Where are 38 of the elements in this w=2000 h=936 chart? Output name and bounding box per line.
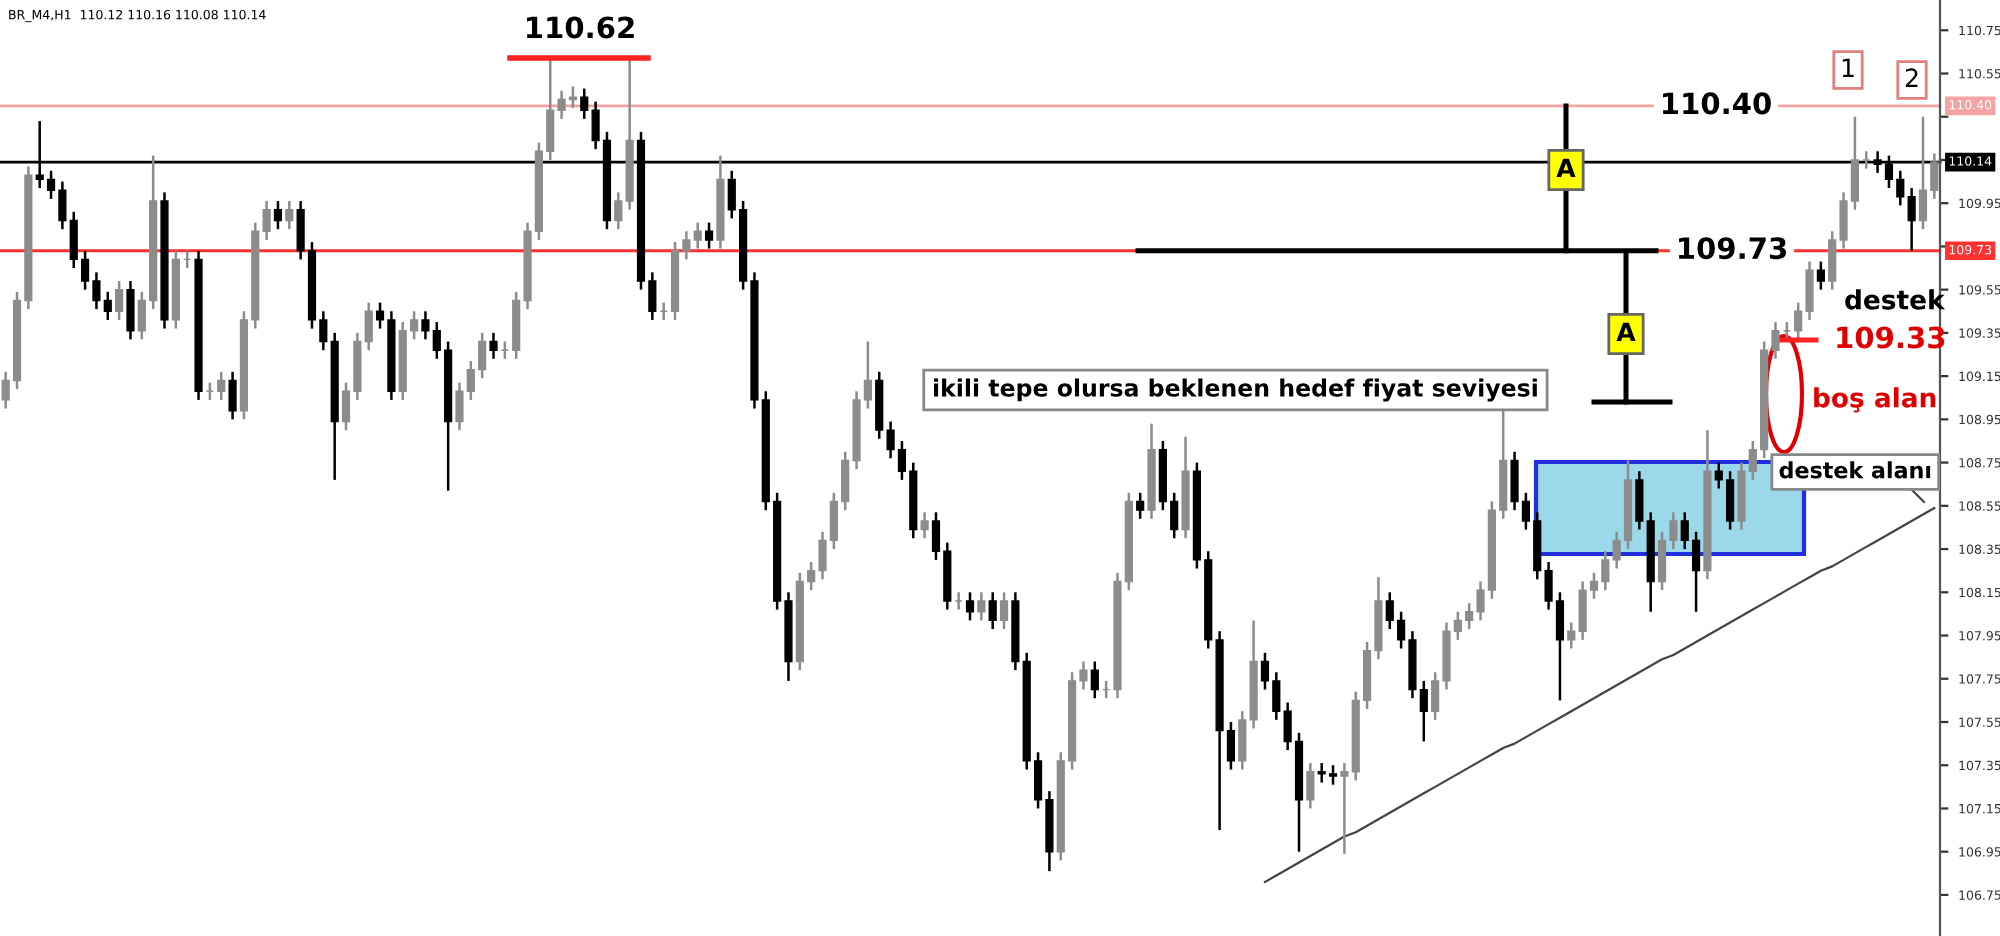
annotation: 1 xyxy=(1842,58,1854,77)
candlestick xyxy=(999,591,1009,631)
candlestick xyxy=(115,279,124,322)
candlestick xyxy=(704,221,714,250)
candlestick xyxy=(262,199,271,242)
annotation: A xyxy=(1616,322,1636,341)
candlestick xyxy=(614,191,623,231)
annotation: ikili tepe olursa beklenen hedef fiyat seviyesi xyxy=(933,378,1537,402)
candlestick xyxy=(364,301,373,352)
annotation: 110.40 xyxy=(1663,92,1771,115)
candlestick xyxy=(1136,491,1145,521)
candlestick xyxy=(217,370,226,402)
candlestick xyxy=(988,591,997,631)
candlestick xyxy=(1635,469,1644,531)
candlestick xyxy=(273,199,283,231)
annotation: 109.73 xyxy=(1679,237,1786,260)
candlestick xyxy=(920,511,929,540)
annotation: destek alanı xyxy=(1779,461,1931,479)
candlestick xyxy=(965,591,975,622)
candlestick xyxy=(1340,761,1349,856)
candlestick xyxy=(126,279,135,341)
candlestick xyxy=(693,221,702,250)
candlestick xyxy=(1306,761,1315,810)
annotation: 2 xyxy=(1905,68,1918,87)
candlestick xyxy=(1907,186,1916,252)
candlestick xyxy=(1816,260,1825,291)
candlestick xyxy=(1238,709,1247,771)
candlestick xyxy=(285,199,294,231)
candlestick xyxy=(580,87,589,121)
annotation: boş alan xyxy=(1814,387,1936,413)
candlestick xyxy=(228,370,237,421)
annotation: 110.62 xyxy=(527,16,634,39)
candlestick xyxy=(1090,660,1099,700)
candlestick xyxy=(977,591,986,622)
annotation: A xyxy=(1556,158,1576,177)
candlestick xyxy=(1567,621,1576,650)
candlestick xyxy=(489,331,498,361)
line-series xyxy=(1263,506,1936,884)
